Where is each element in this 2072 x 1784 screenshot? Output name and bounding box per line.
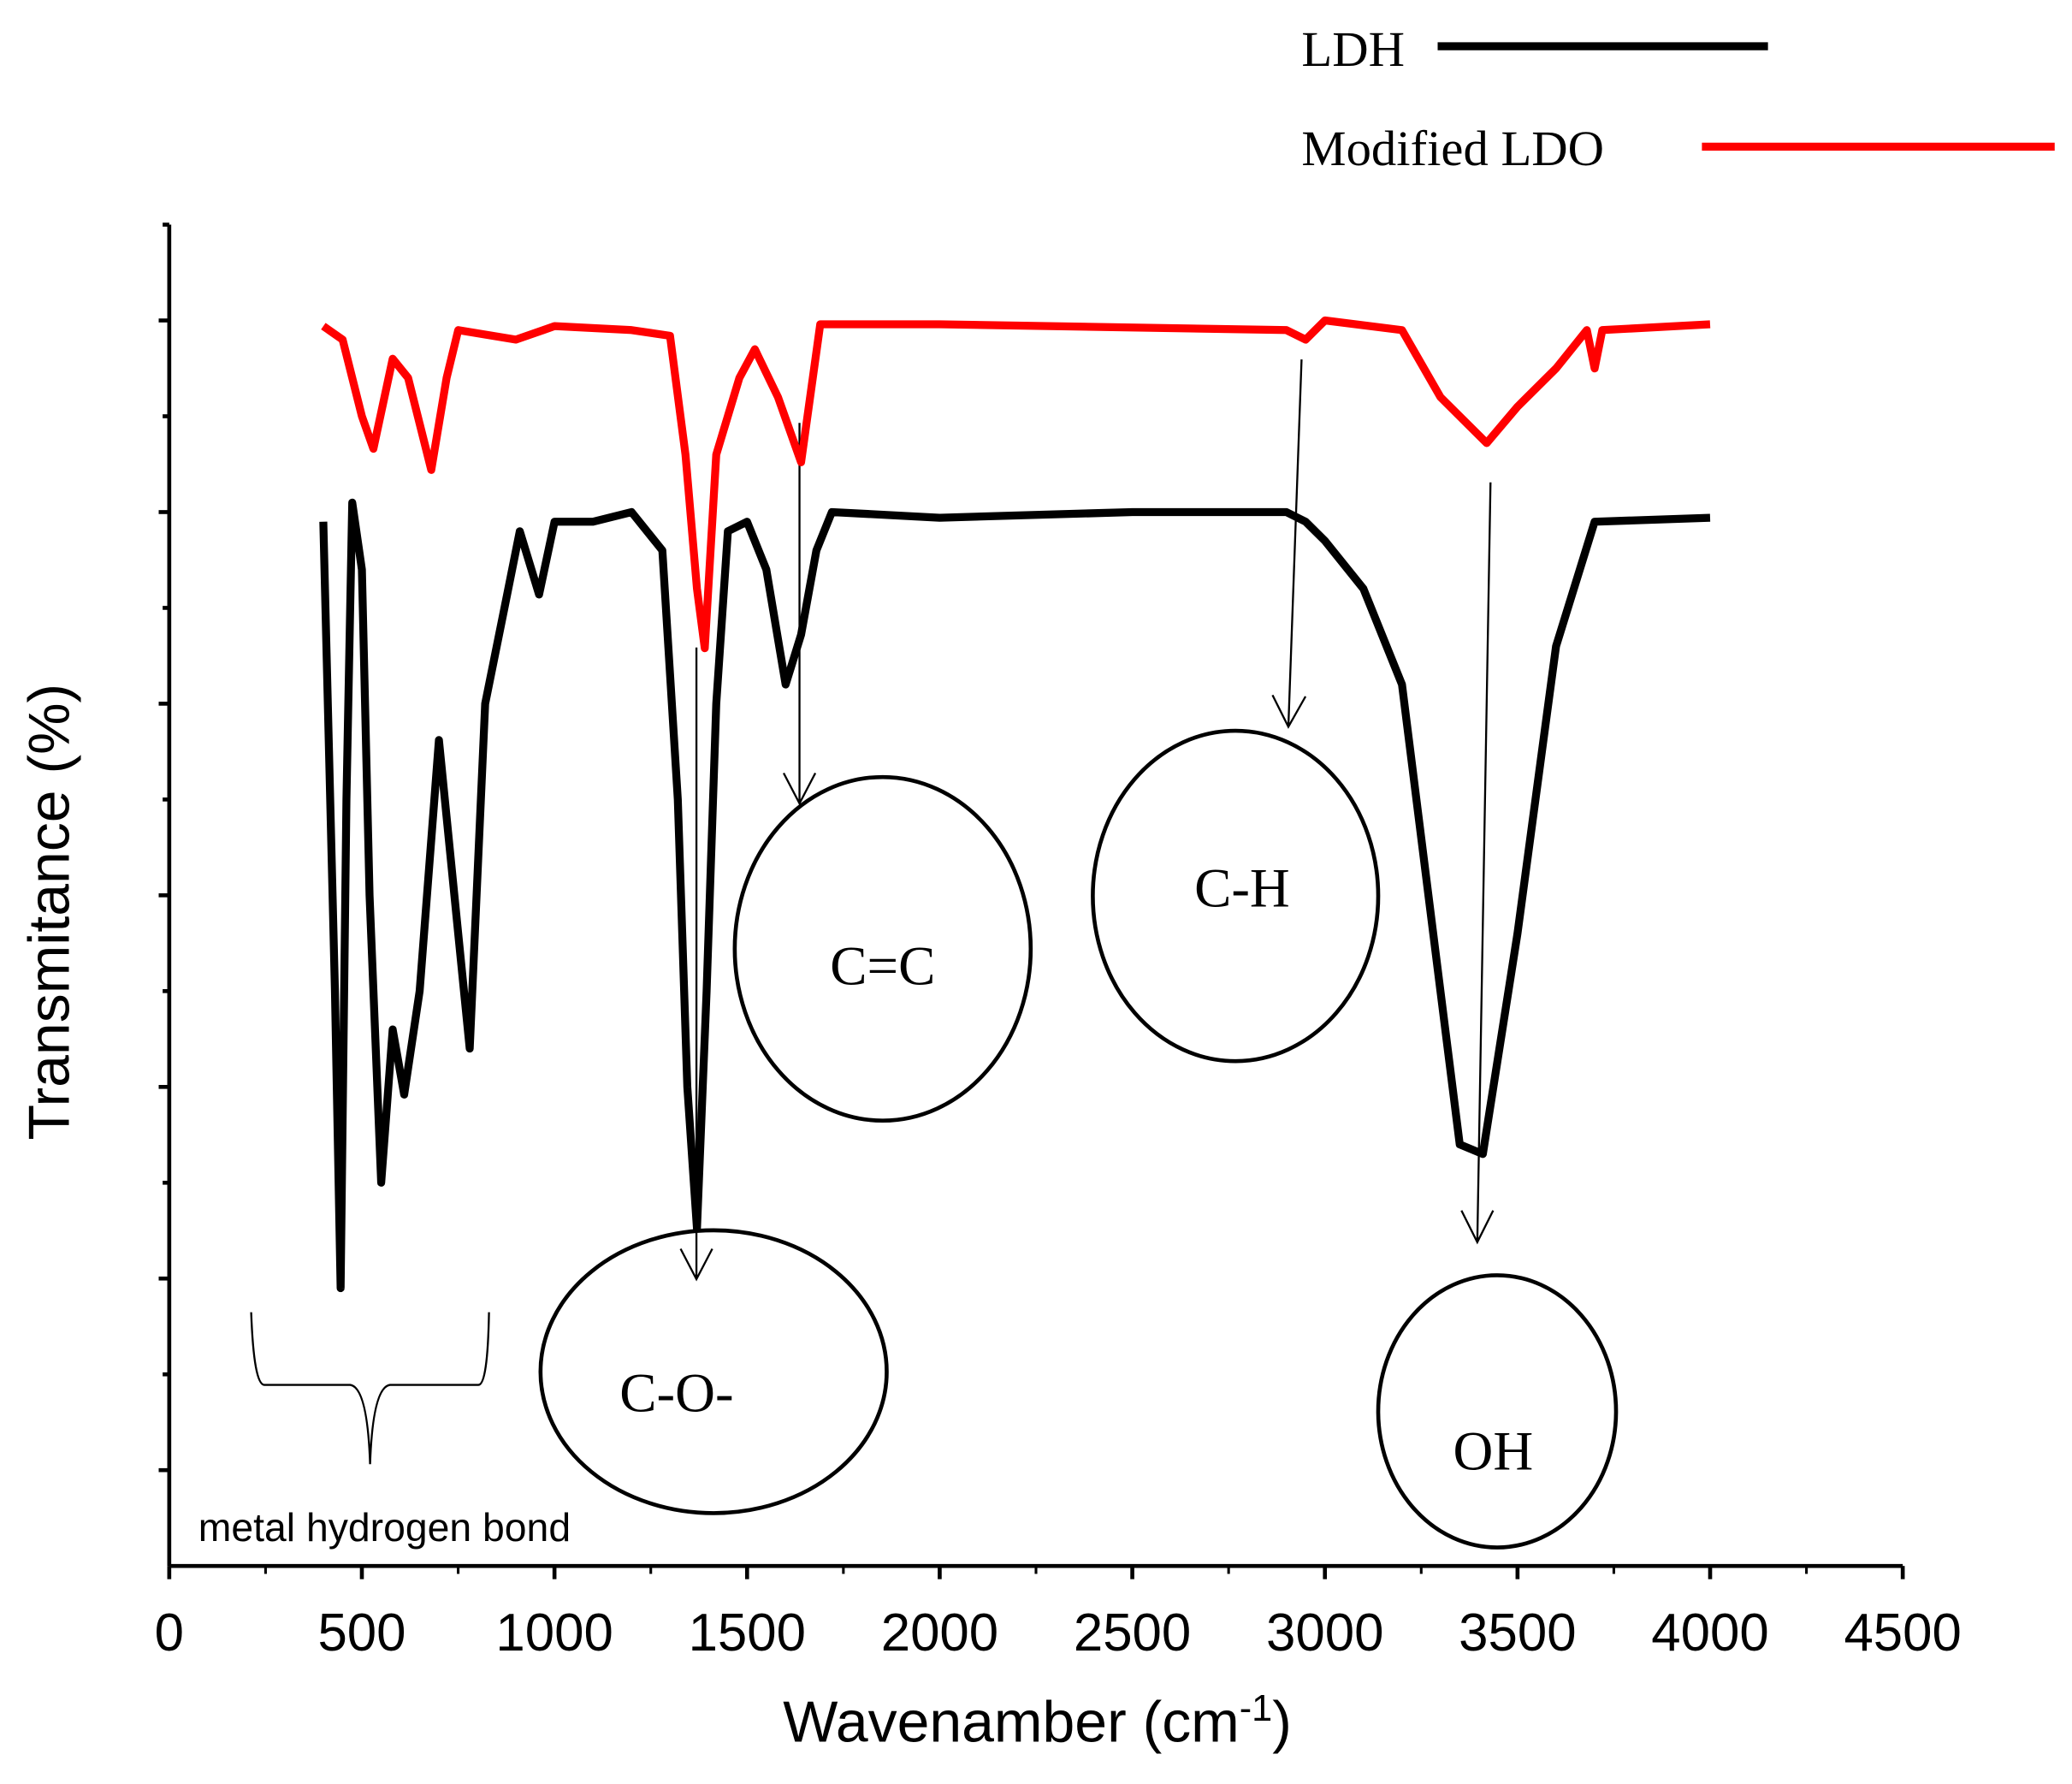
x-tick-label: 2500 xyxy=(1074,1603,1191,1662)
legend-label: Modified LDO xyxy=(1301,121,1604,176)
data-line xyxy=(319,498,1711,1293)
x-tick-label: 1500 xyxy=(689,1603,806,1662)
annotation: C=C xyxy=(830,936,935,998)
x-tick-label: 2000 xyxy=(881,1603,998,1662)
annotation: C-H xyxy=(1194,857,1290,919)
circle xyxy=(538,1228,889,1515)
data-line xyxy=(321,316,1711,653)
x-axis-label-sup: -1 xyxy=(1240,1688,1272,1729)
arrow xyxy=(782,423,817,806)
x-axis-label-main: Wavenamber (cm xyxy=(783,1690,1240,1755)
x-tick-label: 1000 xyxy=(495,1603,613,1662)
x-axis-label: Wavenamber (cm-1) xyxy=(783,1688,1292,1755)
legend-label: LDH xyxy=(1301,21,1405,77)
x-tick-label: 4500 xyxy=(1844,1603,1961,1662)
brace xyxy=(250,1312,490,1465)
annotation: metal hydrogen bond xyxy=(198,1505,571,1550)
x-tick-label: 3000 xyxy=(1266,1603,1383,1662)
circle xyxy=(1091,728,1381,1064)
y-axis-label: Transmitance (%) xyxy=(16,684,81,1141)
x-tick-label: 4000 xyxy=(1651,1603,1768,1662)
annotation: C-O- xyxy=(619,1362,733,1424)
annotation-shapes xyxy=(538,728,1619,1550)
arrow xyxy=(1271,359,1307,729)
annotation: OH xyxy=(1453,1420,1534,1482)
circle xyxy=(732,774,1033,1123)
x-axis-label-end: ) xyxy=(1272,1690,1292,1755)
x-tick-label: 500 xyxy=(317,1603,406,1662)
x-tick-label: 0 xyxy=(155,1603,184,1662)
arrow xyxy=(1460,482,1495,1245)
x-tick-label: 3500 xyxy=(1459,1603,1576,1662)
circle xyxy=(1376,1273,1619,1550)
